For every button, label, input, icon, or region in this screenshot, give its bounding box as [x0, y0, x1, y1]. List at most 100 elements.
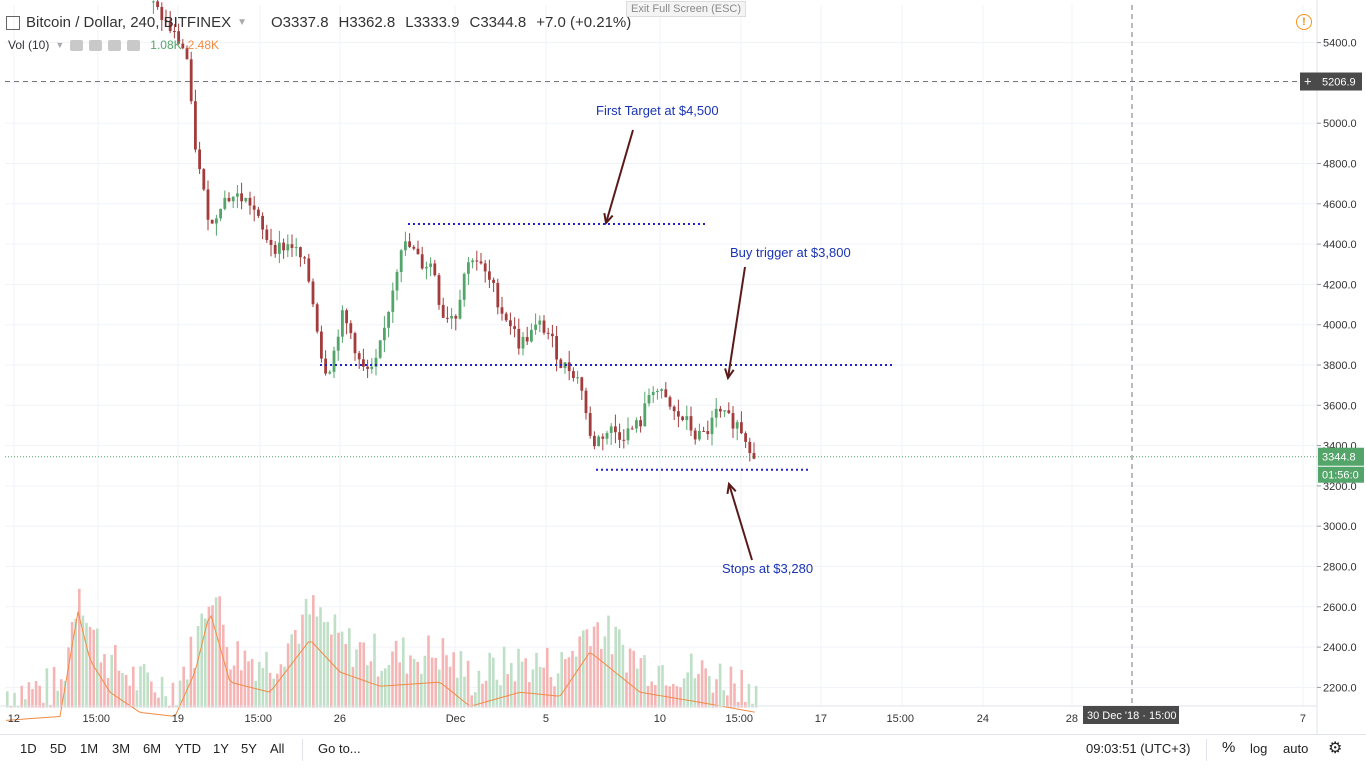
volume-bar — [420, 673, 423, 708]
candle-body — [341, 310, 344, 337]
volume-bar — [24, 699, 27, 708]
volume-bar — [718, 663, 722, 708]
chart-menu-icon[interactable] — [6, 15, 20, 30]
volume-bar — [182, 666, 185, 708]
candle-body — [601, 436, 605, 439]
candle-body — [408, 241, 411, 247]
volume-bar — [27, 682, 31, 708]
high-value: H3362.8 — [338, 14, 396, 31]
timeframe-ytd[interactable]: YTD — [175, 741, 201, 756]
volume-bar — [222, 624, 225, 708]
volume-bar — [67, 647, 70, 708]
volume-bar — [643, 655, 646, 708]
volume-bar — [459, 651, 463, 708]
exit-fullscreen-button[interactable]: Exit Full Screen (ESC) — [626, 1, 747, 17]
crosshair-plus-icon[interactable]: + — [1304, 74, 1312, 89]
candle-body — [311, 281, 315, 305]
candle-body — [635, 420, 638, 429]
volume-bar — [661, 665, 664, 708]
volume-bar — [538, 666, 542, 708]
candle-body — [572, 371, 575, 378]
gear-icon[interactable]: ⚙ — [1328, 740, 1343, 757]
timeframe-5d[interactable]: 5D — [50, 741, 67, 756]
volume-bar — [610, 654, 614, 708]
volume-bar — [517, 648, 520, 708]
candle-body — [698, 430, 701, 440]
volume-bar — [499, 685, 502, 708]
clock-readout[interactable]: 09:03:51 (UTC+3) — [1086, 741, 1191, 756]
candle-body — [223, 197, 227, 209]
volume-bar — [452, 652, 455, 708]
volume-bar — [427, 635, 430, 708]
volume-bar — [168, 705, 171, 708]
volume-bar — [600, 649, 603, 708]
volume-bar — [546, 647, 549, 708]
plus-icon[interactable] — [108, 39, 122, 51]
volume-bar — [13, 692, 16, 708]
candle-body — [210, 219, 214, 224]
volume-value-2: 2.48K — [187, 38, 219, 52]
volume-bar — [391, 651, 394, 708]
stops-arrow-head — [726, 481, 737, 495]
volume-bar — [729, 666, 733, 708]
candle-body — [685, 416, 689, 421]
volume-bar — [603, 636, 607, 708]
log-toggle[interactable]: log — [1250, 741, 1268, 756]
symbol-title[interactable]: Bitcoin / Dollar, 240, BITFINEX — [26, 14, 232, 31]
volume-bar — [369, 661, 373, 708]
timeframe-1m[interactable]: 1M — [80, 741, 99, 756]
volume-bar — [301, 614, 304, 708]
volume-bar — [70, 621, 74, 708]
volume-bar — [715, 679, 718, 708]
candle-body — [555, 336, 558, 360]
volume-bar — [258, 661, 261, 708]
candle-body — [399, 250, 403, 272]
volume-bar — [736, 701, 740, 708]
candle-body — [702, 430, 705, 432]
volume-bar — [204, 618, 207, 708]
candle-body — [639, 420, 642, 427]
percent-toggle[interactable]: % — [1222, 739, 1236, 756]
timeframe-6m[interactable]: 6M — [143, 741, 162, 756]
candle-body — [198, 149, 201, 170]
eye-icon[interactable] — [70, 39, 84, 51]
volume-label[interactable]: Vol (10) — [8, 38, 50, 52]
volume-bar — [394, 640, 398, 708]
candle-body — [152, 1, 155, 3]
warning-icon[interactable]: ! — [1296, 14, 1312, 30]
candle-body — [244, 197, 248, 202]
volume-bar — [441, 638, 445, 708]
candle-body — [630, 428, 634, 430]
timeframe-1d[interactable]: 1D — [20, 741, 37, 756]
volume-bar — [445, 655, 448, 708]
auto-toggle[interactable]: auto — [1283, 741, 1309, 756]
gear-icon[interactable] — [89, 39, 103, 51]
stops-arrow — [728, 483, 753, 561]
volume-bar — [373, 633, 376, 708]
candle-body — [462, 273, 466, 300]
volume-bar — [38, 685, 41, 708]
candle-body — [206, 189, 210, 220]
timeframe-3m[interactable]: 3M — [112, 741, 131, 756]
candle-body — [719, 408, 722, 412]
candle-body — [164, 20, 168, 22]
buy-trigger-arrow — [727, 266, 746, 379]
timeframe-1y[interactable]: 1Y — [213, 741, 229, 756]
candle-body — [391, 290, 395, 312]
volume-bar — [348, 628, 351, 708]
volume-bar — [578, 636, 581, 708]
candle-body — [740, 422, 743, 434]
chevron-down-icon[interactable]: ▼ — [237, 17, 247, 28]
timeframe-5y[interactable]: 5Y — [241, 741, 257, 756]
goto-button[interactable]: Go to... — [318, 741, 361, 756]
candle-body — [467, 262, 470, 274]
chevron-down-icon[interactable]: ▼ — [55, 40, 65, 50]
candle-body — [588, 413, 592, 436]
close-icon[interactable] — [127, 39, 141, 51]
time-axis-label: Dec — [446, 713, 466, 725]
candle-body — [597, 436, 600, 447]
candle-body — [345, 310, 348, 324]
buy-trigger-annotation: Buy trigger at $3,800 — [730, 245, 851, 260]
timeframe-all[interactable]: All — [270, 741, 285, 756]
